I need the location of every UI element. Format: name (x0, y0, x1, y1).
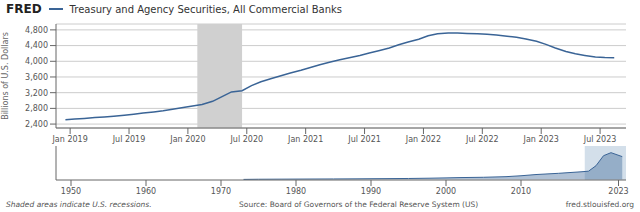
svg-text:2,400: 2,400 (25, 120, 48, 129)
svg-text:2,800: 2,800 (25, 104, 48, 113)
svg-text:Jul 2022: Jul 2022 (465, 135, 499, 144)
svg-text:2010: 2010 (511, 187, 531, 196)
html-text:fred.stlouisfed.org: fred.stlouisfed.org (565, 199, 634, 209)
svg-text:3,200: 3,200 (25, 89, 48, 98)
svg-text:Jul 2019: Jul 2019 (112, 135, 146, 144)
svg-text:4,000: 4,000 (25, 57, 48, 66)
svg-text:4,400: 4,400 (25, 41, 48, 50)
svg-text:2000: 2000 (436, 187, 456, 196)
svg-text:Jul 2023: Jul 2023 (583, 135, 617, 144)
svg-text:Jan 2019: Jan 2019 (52, 135, 88, 144)
svg-text:Jul 2020: Jul 2020 (230, 135, 264, 144)
html-text:Source: Board of Governors of: Source: Board of Governors of the Federa… (239, 199, 479, 209)
svg-text:Jan 2022: Jan 2022 (405, 135, 441, 144)
svg-text:Jan 2021: Jan 2021 (287, 135, 323, 144)
html-text:Treasury and Agency Securities: Treasury and Agency Securities, All Comm… (69, 3, 342, 15)
html-text:Shaded areas indicate U.S. rec: Shaded areas indicate U.S. recessions. (6, 199, 152, 209)
svg-text:1960: 1960 (136, 187, 156, 196)
svg-text:1970: 1970 (211, 187, 231, 196)
html-text:FRED: FRED (6, 2, 42, 16)
svg-text:4,800: 4,800 (25, 26, 48, 35)
svg-text:1990: 1990 (361, 187, 381, 196)
svg-text:Jan 2023: Jan 2023 (523, 135, 559, 144)
svg-text:1980: 1980 (286, 187, 306, 196)
svg-text:Jan 2020: Jan 2020 (169, 135, 205, 144)
svg-text:Billions of U.S. Dollars: Billions of U.S. Dollars (8, 32, 10, 120)
svg-text:1950: 1950 (61, 187, 81, 196)
svg-text:Jul 2021: Jul 2021 (347, 135, 381, 144)
svg-text:2023: 2023 (608, 187, 628, 196)
svg-text:3,600: 3,600 (25, 73, 48, 82)
